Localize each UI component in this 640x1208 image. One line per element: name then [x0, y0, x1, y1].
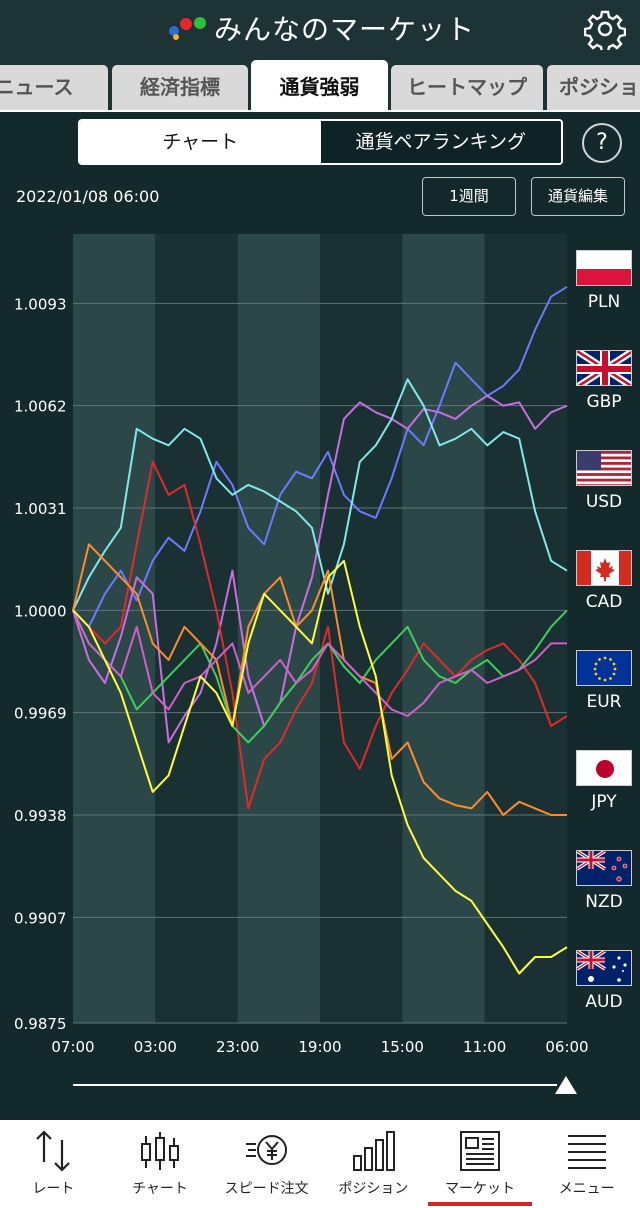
tab-divider [0, 110, 640, 112]
tab-currency-strength[interactable]: 通貨強弱 [251, 60, 388, 112]
nav-label: メニュー [558, 1181, 615, 1197]
tab-positions[interactable]: ポジショ [547, 65, 640, 110]
canada-flag-icon [576, 550, 632, 586]
y-tick-label: 1.0000 [14, 602, 67, 620]
japan-flag-icon [576, 750, 632, 786]
us-flag-icon [576, 450, 632, 486]
tab-news[interactable]: ニュース [0, 65, 108, 110]
x-tick-label: 11:00 [463, 1038, 506, 1056]
legend-label: GBP [586, 392, 622, 412]
legend-label: JPY [591, 792, 617, 812]
legend-label: CAD [585, 592, 623, 612]
newspaper-icon [460, 1131, 501, 1171]
chart-view-button[interactable]: チャート [80, 121, 321, 163]
menu-icon [567, 1135, 606, 1169]
x-tick-label: 07:00 [51, 1038, 94, 1056]
legend-label: NZD [585, 892, 623, 912]
series-line-gbp [72, 394, 568, 744]
y-tick-label: 0.9907 [14, 909, 67, 927]
australia-flag-icon [576, 950, 632, 986]
x-tick-label: 15:00 [381, 1038, 424, 1056]
tab-heatmap[interactable]: ヒートマップ [391, 65, 543, 110]
nav-positions[interactable]: ポジション [320, 1120, 427, 1208]
series-line-usd [72, 378, 568, 611]
currency-strength-chart: 1.0093 1.0062 1.0031 1.0000 0.9969 0.9938 0.99… [0, 228, 640, 1108]
chart-band [155, 234, 238, 1023]
pair-ranking-button[interactable]: 通貨ペアランキング [320, 121, 561, 163]
speed-order-icon [245, 1135, 287, 1165]
range-slider-handle [555, 1076, 577, 1094]
y-tick-label: 0.9969 [14, 705, 67, 723]
legend-label: USD [585, 492, 623, 512]
legend-item-cad[interactable]: CAD [574, 550, 634, 640]
active-nav-indicator [428, 1202, 532, 1206]
bottom-navigation: レート チャート スピード注文 ポジション マーケット [0, 1120, 640, 1208]
x-tick-label: 03:00 [134, 1038, 177, 1056]
nav-menu[interactable]: メニュー [533, 1120, 640, 1208]
chart-band [237, 234, 320, 1023]
candlestick-icon [141, 1132, 179, 1170]
poland-flag-icon [576, 250, 632, 286]
period-button[interactable]: 1週間 [422, 177, 516, 216]
nav-label: ポジション [338, 1181, 409, 1197]
eu-flag-icon [576, 650, 632, 686]
legend-item-nzd[interactable]: NZD [574, 850, 634, 940]
market-tabs: ニュース 経済指標 通貨強弱 ヒートマップ ポジショ [0, 60, 640, 112]
nav-market[interactable]: マーケット [427, 1120, 534, 1208]
y-tick-label: 0.9938 [14, 807, 67, 825]
legend-item-usd[interactable]: USD [574, 450, 634, 540]
gear-icon[interactable] [584, 8, 626, 50]
chart-band [73, 234, 156, 1023]
series-line-eur [72, 609, 568, 744]
x-tick-label: 23:00 [216, 1038, 259, 1056]
y-tick-label: 1.0031 [14, 500, 67, 518]
edit-currencies-button[interactable]: 通貨編集 [531, 177, 625, 216]
legend-item-jpy[interactable]: JPY [574, 750, 634, 840]
legend-item-aud[interactable]: AUD [574, 950, 634, 1040]
x-tick-label: 06:00 [545, 1038, 588, 1056]
dots-logo-icon [169, 17, 206, 40]
tab-economic-indicators[interactable]: 経済指標 [112, 65, 248, 110]
nav-label: スピード注文 [224, 1181, 309, 1197]
series-line-aud [72, 559, 568, 975]
new-zealand-flag-icon [576, 850, 632, 886]
chart-band [402, 234, 485, 1023]
rate-arrows-icon [36, 1130, 71, 1172]
nav-label: マーケット [445, 1181, 516, 1197]
series-line-jpy [72, 543, 567, 816]
y-tick-label: 1.0093 [14, 295, 67, 313]
app-header: みんなのマーケット [0, 0, 640, 60]
legend-item-eur[interactable]: EUR [574, 650, 634, 740]
chart-svg: 1.0093 1.0062 1.0031 1.0000 0.9969 0.9938 0.99… [14, 234, 589, 1094]
legend-item-pln[interactable]: PLN [574, 250, 634, 340]
uk-flag-icon [576, 350, 632, 386]
y-tick-label: 1.0062 [14, 398, 67, 416]
nav-label: チャート [132, 1181, 188, 1197]
series-line-pln [72, 285, 568, 628]
nav-speed-order[interactable]: スピード注文 [213, 1120, 320, 1208]
legend-label: PLN [587, 292, 621, 312]
x-tick-label: 19:00 [298, 1038, 341, 1056]
bar-chart-icon [353, 1131, 396, 1171]
legend-label: EUR [586, 692, 622, 712]
legend-item-gbp[interactable]: GBP [574, 350, 634, 440]
chart-band [484, 234, 567, 1023]
view-toggle: チャート 通貨ペアランキング [78, 119, 563, 165]
nav-label: レート [32, 1181, 75, 1197]
app-title: みんなのマーケット [214, 13, 476, 46]
nav-chart[interactable]: チャート [107, 1120, 214, 1208]
chart-datetime: 2022/01/08 06:00 [16, 187, 160, 206]
series-line-nzd [72, 609, 567, 717]
help-button[interactable]: ? [582, 123, 622, 163]
nav-rate[interactable]: レート [0, 1120, 107, 1208]
legend-label: AUD [585, 992, 623, 1012]
y-tick-label: 0.9875 [14, 1015, 67, 1033]
